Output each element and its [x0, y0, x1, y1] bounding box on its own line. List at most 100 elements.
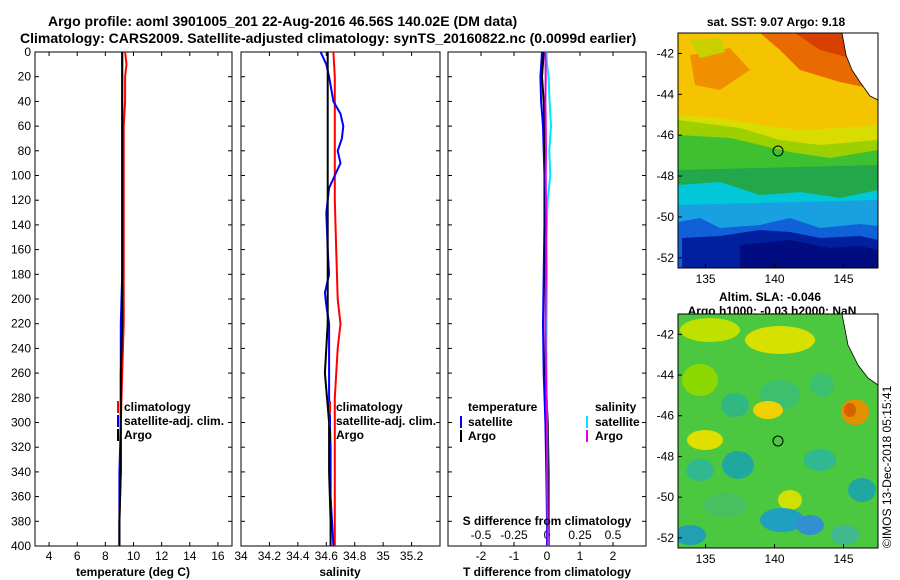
map-x-tick-label: 135: [696, 272, 716, 286]
temperature-xlabel: temperature (deg C): [76, 565, 190, 579]
y-tick-label: 80: [18, 144, 32, 158]
legend-temperature-title: temperature: [468, 400, 538, 414]
map-y-tick-label: -50: [657, 490, 675, 504]
legend-sal-climatology-label: climatology: [336, 400, 403, 414]
x-tick-label: 34.2: [258, 549, 282, 563]
series-line-argo: [323, 52, 332, 546]
y-tick-label: 180: [11, 267, 31, 281]
map-x-tick-label: 145: [834, 272, 854, 286]
map-y-tick-label: -52: [657, 531, 675, 545]
map-y-tick-label: -46: [657, 409, 675, 423]
sst-map: [678, 33, 878, 268]
legend-climatology-label: climatology: [124, 400, 191, 414]
x-tick-label: 6: [74, 549, 81, 563]
legend-argo-label: Argo: [124, 428, 152, 442]
temperature-legend: climatology satellite-adj. clim. Argo: [117, 400, 224, 442]
sla-map: [678, 314, 878, 548]
map-x-tick-label: 135: [696, 552, 716, 566]
sst-map-title: sat. SST: 9.07 Argo: 9.18: [707, 15, 846, 29]
x-tick-label: 4: [46, 549, 53, 563]
y-tick-label: 100: [11, 169, 31, 183]
map-y-tick-label: -46: [657, 128, 675, 142]
x-tick-label: 34.4: [286, 549, 310, 563]
x-tick-label: 0: [544, 549, 551, 563]
series-line-argo: [118, 52, 124, 546]
s-tick-label: -0.5: [471, 528, 492, 542]
y-tick-label: 400: [11, 539, 31, 553]
y-tick-label: 200: [11, 292, 31, 306]
y-tick-label: 300: [11, 416, 31, 430]
x-tick-label: 35.2: [400, 549, 424, 563]
y-tick-label: 160: [11, 243, 31, 257]
x-tick-label: 2: [610, 549, 617, 563]
temperature-panel: [34, 51, 233, 547]
x-tick-label: 16: [211, 549, 225, 563]
map-y-tick-label: -44: [657, 87, 675, 101]
x-tick-label: 12: [155, 549, 169, 563]
y-tick-label: 380: [11, 514, 31, 528]
y-tick-label: 140: [11, 218, 31, 232]
map-x-tick-label: 145: [834, 552, 854, 566]
map-x-tick-label: 140: [765, 552, 785, 566]
legend-salinity-title: salinity: [595, 400, 637, 414]
salinity-legend: climatology satellite-adj. clim. Argo: [329, 400, 436, 442]
difference-xlabel: T difference from climatology: [463, 565, 631, 579]
difference-legend: temperature satellite Argo salinity sate…: [460, 400, 640, 528]
y-tick-label: 320: [11, 440, 31, 454]
map-y-tick-label: -42: [657, 327, 675, 341]
salinity-panel: [240, 51, 441, 547]
x-tick-label: 34.8: [343, 549, 367, 563]
map-y-tick-label: -48: [657, 169, 675, 183]
legend-t-satellite-label: satellite: [468, 415, 513, 429]
sst-map-frame: [677, 32, 879, 269]
header-line1: Argo profile: aoml 3901005_201 22-Aug-20…: [48, 13, 517, 29]
y-tick-label: 260: [11, 366, 31, 380]
legend-s-argo-label: Argo: [595, 429, 623, 443]
x-tick-label: 34.6: [315, 549, 339, 563]
x-tick-label: 35: [376, 549, 390, 563]
map-y-tick-label: -52: [657, 251, 675, 265]
legend-sal-argo-label: Argo: [336, 428, 364, 442]
y-tick-label: 120: [11, 193, 31, 207]
x-tick-label: 8: [102, 549, 109, 563]
y-tick-label: 20: [18, 70, 32, 84]
legend-s-satellite-label: satellite: [595, 415, 640, 429]
map-y-tick-label: -48: [657, 449, 675, 463]
y-tick-label: 240: [11, 341, 31, 355]
x-tick-label: -2: [476, 549, 487, 563]
map-y-tick-label: -44: [657, 368, 675, 382]
s-difference-title: S difference from climatology: [463, 514, 632, 528]
s-tick-label: 0.5: [605, 528, 622, 542]
s-tick-label: 0.25: [568, 528, 592, 542]
map-y-tick-label: -50: [657, 210, 675, 224]
y-tick-label: 60: [18, 119, 32, 133]
sla-map-frame: [677, 313, 879, 549]
y-tick-label: 220: [11, 317, 31, 331]
y-tick-label: 0: [24, 45, 31, 59]
y-tick-label: 360: [11, 490, 31, 504]
y-tick-label: 280: [11, 391, 31, 405]
sst-argo-marker: [772, 145, 784, 157]
x-tick-label: 10: [127, 549, 141, 563]
watermark: ©IMOS 13-Dec-2018 05:15:41: [880, 385, 894, 548]
series-line-t-satellite: [539, 51, 548, 546]
legend-t-argo-label: Argo: [468, 429, 496, 443]
x-tick-label: 14: [183, 549, 197, 563]
sla-map-title1: Altim. SLA: -0.046: [719, 290, 821, 304]
series-line-climatology: [332, 51, 342, 546]
y-tick-label: 40: [18, 94, 32, 108]
salinity-xlabel: salinity: [319, 565, 361, 579]
x-tick-label: 34: [234, 549, 248, 563]
y-tick-label: 340: [11, 465, 31, 479]
series-line-s-argo: [544, 51, 549, 546]
map-x-tick-label: 140: [765, 272, 785, 286]
sla-argo-marker: [772, 435, 784, 447]
legend-sal-satellite-label: satellite-adj. clim.: [336, 414, 436, 428]
header-line2: Climatology: CARS2009. Satellite-adjuste…: [20, 30, 636, 46]
legend-satellite-label: satellite-adj. clim.: [124, 414, 224, 428]
map-y-tick-label: -42: [657, 46, 675, 60]
x-tick-label: 1: [577, 549, 584, 563]
x-tick-label: -1: [509, 549, 520, 563]
s-tick-label: -0.25: [500, 528, 528, 542]
